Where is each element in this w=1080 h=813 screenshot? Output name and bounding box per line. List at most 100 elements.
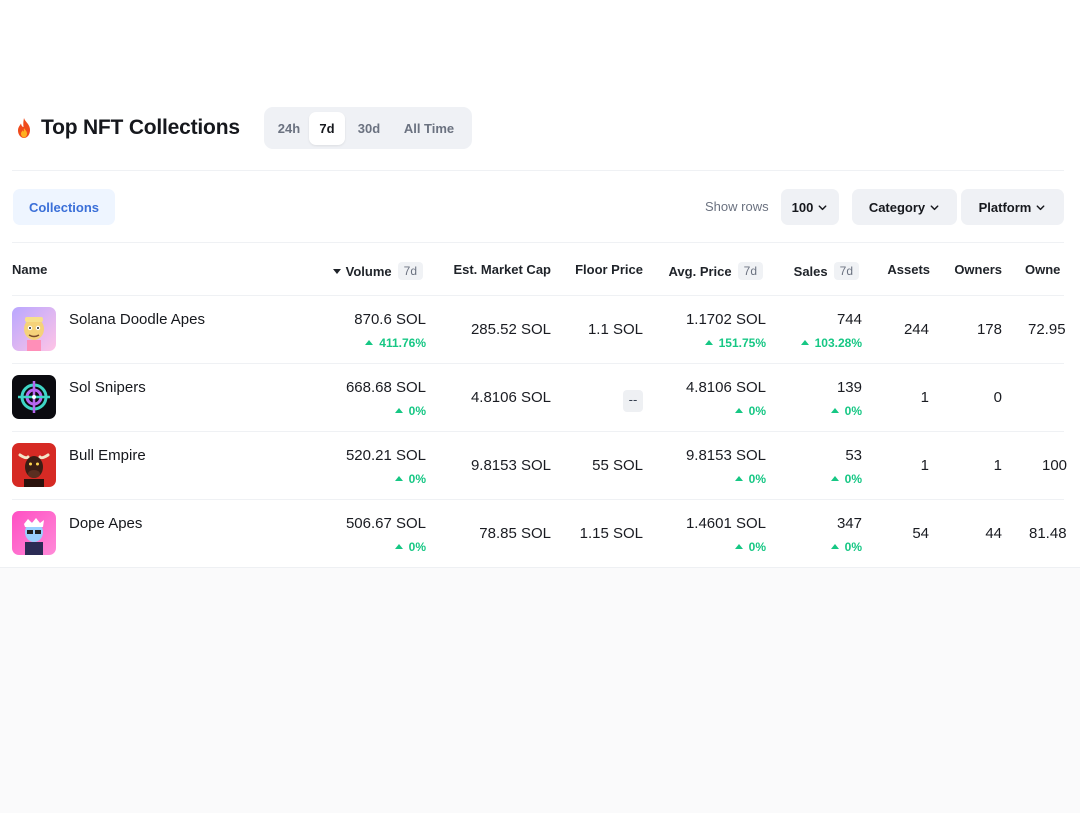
sales-change: 0%	[830, 472, 862, 486]
timeframe-7d-button[interactable]: 7d	[309, 111, 345, 145]
market-cap-value: 285.52 SOL	[470, 321, 551, 338]
table-row[interactable]: Solana Doodle Apes 870.6 SOL 411.76% 285…	[0, 296, 1080, 364]
sales-change: 0%	[830, 404, 862, 418]
fire-icon	[12, 116, 36, 140]
avg-price-change: 0%	[734, 472, 766, 486]
avg-price-value: 1.4601 SOL	[685, 515, 766, 532]
collection-name[interactable]: Solana Doodle Apes	[69, 311, 205, 328]
owners-value: 44	[985, 525, 1002, 542]
column-header-owners[interactable]: Owners	[954, 262, 1002, 277]
volume-change: 0%	[394, 472, 426, 486]
floor-price-value: 55 SOL	[592, 457, 643, 474]
table-header-divider	[12, 295, 1064, 296]
sales-change-value: 103.28%	[814, 336, 862, 350]
volume-change: 0%	[394, 540, 426, 554]
collection-name[interactable]: Dope Apes	[69, 515, 143, 532]
avg-price-change: 0%	[734, 404, 766, 418]
platform-filter-button[interactable]: Platform	[961, 189, 1064, 225]
collections-tab[interactable]: Collections	[13, 189, 115, 225]
column-header-assets[interactable]: Assets	[887, 262, 930, 277]
show-rows-label: Show rows	[705, 199, 769, 214]
owners-percent-value: 100	[1042, 457, 1068, 474]
page-title: Top NFT Collections	[41, 116, 240, 139]
market-cap-value: 9.8153 SOL	[470, 457, 551, 474]
column-header-owners-percent[interactable]: Owne	[1025, 262, 1061, 277]
avg-price-value: 1.1702 SOL	[685, 311, 766, 328]
floor-price-empty: --	[623, 390, 643, 412]
arrow-up-icon	[394, 544, 403, 549]
column-header-avg-price[interactable]: Avg. Price 7d	[650, 262, 763, 280]
column-header-name[interactable]: Name	[12, 262, 48, 277]
column-header-sales[interactable]: Sales 7d	[780, 262, 859, 280]
column-header-floor-price[interactable]: Floor Price	[575, 262, 643, 277]
floor-price-value: 1.15 SOL	[579, 525, 643, 542]
table-row[interactable]: Sol Snipers 668.68 SOL 0% 4.8106 SOL -- …	[0, 364, 1080, 432]
market-cap-value: 78.85 SOL	[479, 525, 551, 542]
avg-price-change-value: 0%	[748, 540, 766, 554]
avg-price-period-tag: 7d	[737, 262, 763, 280]
chevron-down-icon	[1036, 204, 1045, 210]
column-header-market-cap[interactable]: Est. Market Cap	[453, 262, 551, 277]
chevron-down-icon	[818, 204, 827, 210]
collection-name[interactable]: Bull Empire	[69, 447, 146, 464]
owners-percent-value: 72.95	[1028, 321, 1066, 338]
volume-value: 668.68 SOL	[345, 379, 426, 396]
volume-change-value: 0%	[408, 540, 426, 554]
sort-desc-icon	[332, 269, 341, 274]
avg-price-change: 151.75%	[704, 336, 766, 350]
volume-change-value: 0%	[408, 404, 426, 418]
sales-value: 53	[845, 447, 862, 464]
sales-header-label: Sales	[793, 263, 828, 279]
assets-value: 54	[912, 525, 929, 542]
collection-name[interactable]: Sol Snipers	[69, 379, 146, 396]
table-row[interactable]: Dope Apes 506.67 SOL 0% 78.85 SOL 1.15 S…	[0, 500, 1080, 567]
rows-per-page-select[interactable]: 100	[781, 189, 839, 225]
page-header: Top NFT Collections	[12, 106, 240, 150]
sales-change-value: 0%	[844, 404, 862, 418]
owners-value: 0	[993, 389, 1002, 406]
row-divider	[12, 363, 1064, 364]
timeframe-switcher: 24h 7d 30d All Time	[264, 107, 472, 149]
timeframe-30d-button[interactable]: 30d	[357, 120, 381, 136]
column-header-volume[interactable]: Volume 7d	[300, 262, 423, 280]
row-divider	[12, 431, 1064, 432]
volume-change: 411.76%	[365, 336, 426, 350]
avg-price-value: 4.8106 SOL	[685, 379, 766, 396]
collection-avatar	[12, 307, 56, 351]
rows-per-page-value: 100	[791, 199, 814, 215]
volume-period-tag: 7d	[397, 262, 423, 280]
category-filter-label: Category	[868, 199, 926, 215]
arrow-up-icon	[734, 476, 743, 481]
timeframe-24h-button[interactable]: 24h	[277, 120, 301, 136]
arrow-up-icon	[734, 408, 743, 413]
sales-value: 139	[836, 379, 862, 396]
arrow-up-icon	[394, 476, 403, 481]
sales-period-tag: 7d	[833, 262, 859, 280]
avg-price-change-value: 151.75%	[718, 336, 766, 350]
sales-change-value: 0%	[844, 472, 862, 486]
volume-value: 520.21 SOL	[345, 447, 426, 464]
sales-change: 103.28%	[800, 336, 862, 350]
collection-avatar	[12, 443, 56, 487]
assets-value: 1	[920, 457, 929, 474]
collection-avatar	[12, 375, 56, 419]
arrow-up-icon	[704, 340, 713, 345]
assets-value: 1	[920, 389, 929, 406]
arrow-up-icon	[830, 408, 839, 413]
arrow-up-icon	[830, 544, 839, 549]
chevron-down-icon	[930, 204, 939, 210]
toolbar-divider	[12, 242, 1064, 243]
floor-price-value: 1.1 SOL	[587, 321, 643, 338]
arrow-up-icon	[830, 476, 839, 481]
category-filter-button[interactable]: Category	[852, 189, 957, 225]
avg-price-change-value: 0%	[748, 404, 766, 418]
collection-avatar	[12, 511, 56, 555]
volume-header-label: Volume	[345, 263, 392, 279]
timeframe-all-time-button[interactable]: All Time	[403, 120, 455, 136]
row-divider	[12, 499, 1064, 500]
table-row[interactable]: Bull Empire 520.21 SOL 0% 9.8153 SOL 55 …	[0, 432, 1080, 500]
volume-value: 870.6 SOL	[354, 311, 426, 328]
header-divider	[12, 170, 1064, 171]
volume-value: 506.67 SOL	[345, 515, 426, 532]
avg-price-value: 9.8153 SOL	[685, 447, 766, 464]
